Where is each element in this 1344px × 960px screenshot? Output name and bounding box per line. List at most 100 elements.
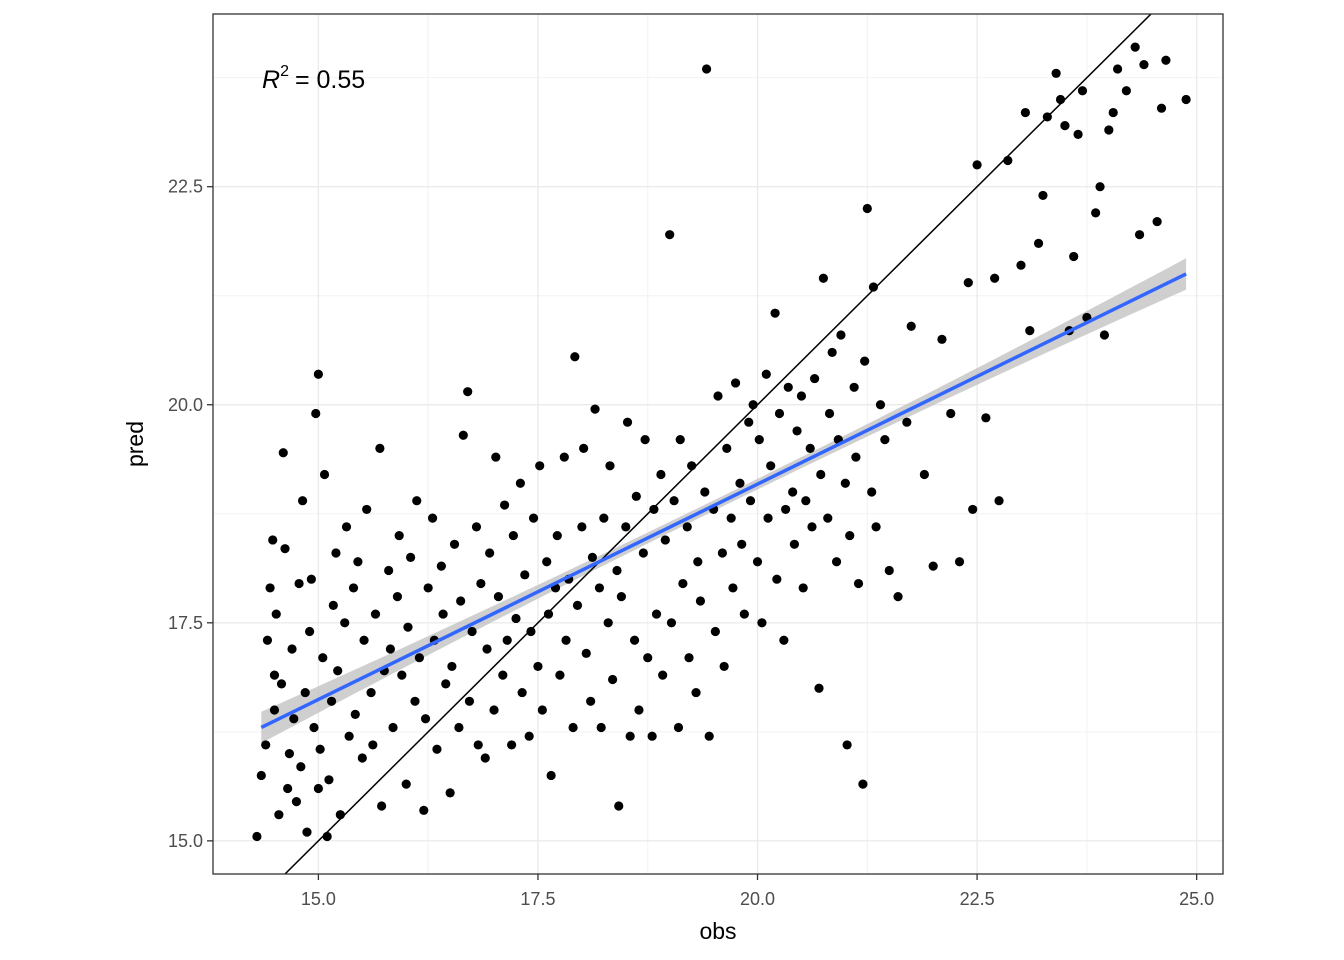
- data-point: [1025, 326, 1035, 336]
- data-point: [608, 674, 618, 685]
- data-point: [341, 522, 352, 532]
- data-point: [322, 831, 332, 842]
- data-point: [972, 160, 982, 170]
- data-point: [649, 504, 659, 515]
- data-point: [1130, 42, 1140, 52]
- data-point: [1161, 55, 1171, 65]
- data-point: [269, 670, 280, 680]
- data-point: [735, 478, 745, 488]
- data-point: [385, 644, 396, 654]
- data-point: [326, 696, 337, 706]
- y-tick-label: 15.0: [168, 831, 203, 851]
- data-point: [432, 744, 442, 754]
- data-point: [1091, 208, 1101, 218]
- data-point: [868, 282, 879, 292]
- data-point: [634, 705, 644, 715]
- data-point: [858, 779, 868, 789]
- data-point: [1121, 86, 1131, 96]
- data-point: [963, 278, 973, 288]
- data-point: [880, 435, 890, 445]
- data-point: [412, 496, 422, 506]
- data-point: [710, 626, 720, 637]
- data-point: [568, 722, 578, 733]
- data-point: [823, 513, 833, 523]
- data-point: [403, 622, 413, 632]
- x-tick-label: 25.0: [1179, 889, 1214, 909]
- data-point: [1152, 216, 1162, 227]
- data-point: [651, 609, 662, 619]
- y-axis-title: pred: [122, 421, 148, 467]
- x-tick-label: 20.0: [740, 889, 775, 909]
- data-point: [853, 578, 864, 589]
- data-point: [801, 496, 811, 506]
- data-point: [1038, 190, 1048, 201]
- data-point: [631, 491, 641, 501]
- data-point: [561, 635, 571, 645]
- r-superscript: 2: [280, 63, 289, 80]
- data-point: [754, 435, 764, 445]
- data-point: [1104, 125, 1114, 135]
- data-point: [968, 504, 978, 515]
- data-point: [647, 731, 657, 741]
- data-point: [420, 714, 431, 724]
- data-point: [1108, 107, 1118, 118]
- data-point: [722, 443, 732, 453]
- data-point: [283, 783, 293, 794]
- data-point: [546, 770, 556, 781]
- data-point: [772, 574, 782, 584]
- data-point: [333, 666, 343, 676]
- data-point: [766, 461, 776, 471]
- data-point: [656, 469, 666, 480]
- data-point: [1073, 129, 1083, 139]
- data-point: [713, 391, 723, 401]
- data-point: [673, 722, 684, 733]
- data-point: [265, 583, 275, 593]
- data-point: [682, 522, 692, 532]
- data-point: [489, 705, 499, 715]
- data-point: [612, 565, 622, 576]
- data-point: [695, 596, 706, 606]
- data-point: [807, 522, 817, 532]
- x-tick-label: 17.5: [520, 889, 555, 909]
- data-point: [542, 557, 552, 567]
- data-point: [552, 530, 562, 541]
- data-point: [849, 382, 859, 392]
- data-point: [261, 740, 271, 750]
- identity-line: [283, 14, 1153, 874]
- data-point: [871, 522, 881, 532]
- data-point: [528, 513, 539, 523]
- data-point: [774, 408, 785, 419]
- data-point: [313, 783, 323, 794]
- data-point: [498, 670, 508, 680]
- data-point: [990, 273, 1000, 283]
- data-point: [1055, 94, 1066, 105]
- data-point: [739, 609, 749, 619]
- data-point: [268, 535, 278, 545]
- data-point: [816, 469, 826, 480]
- data-point: [559, 452, 569, 462]
- data-point: [893, 592, 903, 602]
- data-point: [701, 64, 712, 74]
- data-point: [311, 408, 321, 419]
- data-point: [818, 273, 828, 283]
- data-point: [436, 561, 446, 571]
- data-point: [730, 378, 741, 388]
- data-point: [419, 805, 429, 815]
- y-axis: 15.0 17.5 20.0 22.5: [168, 177, 213, 851]
- data-point: [867, 487, 877, 497]
- y-tick-label: 17.5: [168, 613, 203, 633]
- data-point: [827, 347, 837, 358]
- data-point: [291, 797, 302, 807]
- data-point: [824, 408, 835, 419]
- data-point: [737, 539, 747, 549]
- data-point: [555, 670, 565, 680]
- data-point: [350, 709, 360, 719]
- data-point: [616, 592, 626, 602]
- data-point: [445, 788, 455, 798]
- data-point: [678, 578, 688, 589]
- data-point: [752, 557, 763, 567]
- data-point: [726, 513, 736, 523]
- data-point: [515, 478, 525, 488]
- data-point: [570, 352, 580, 362]
- data-point: [691, 687, 701, 698]
